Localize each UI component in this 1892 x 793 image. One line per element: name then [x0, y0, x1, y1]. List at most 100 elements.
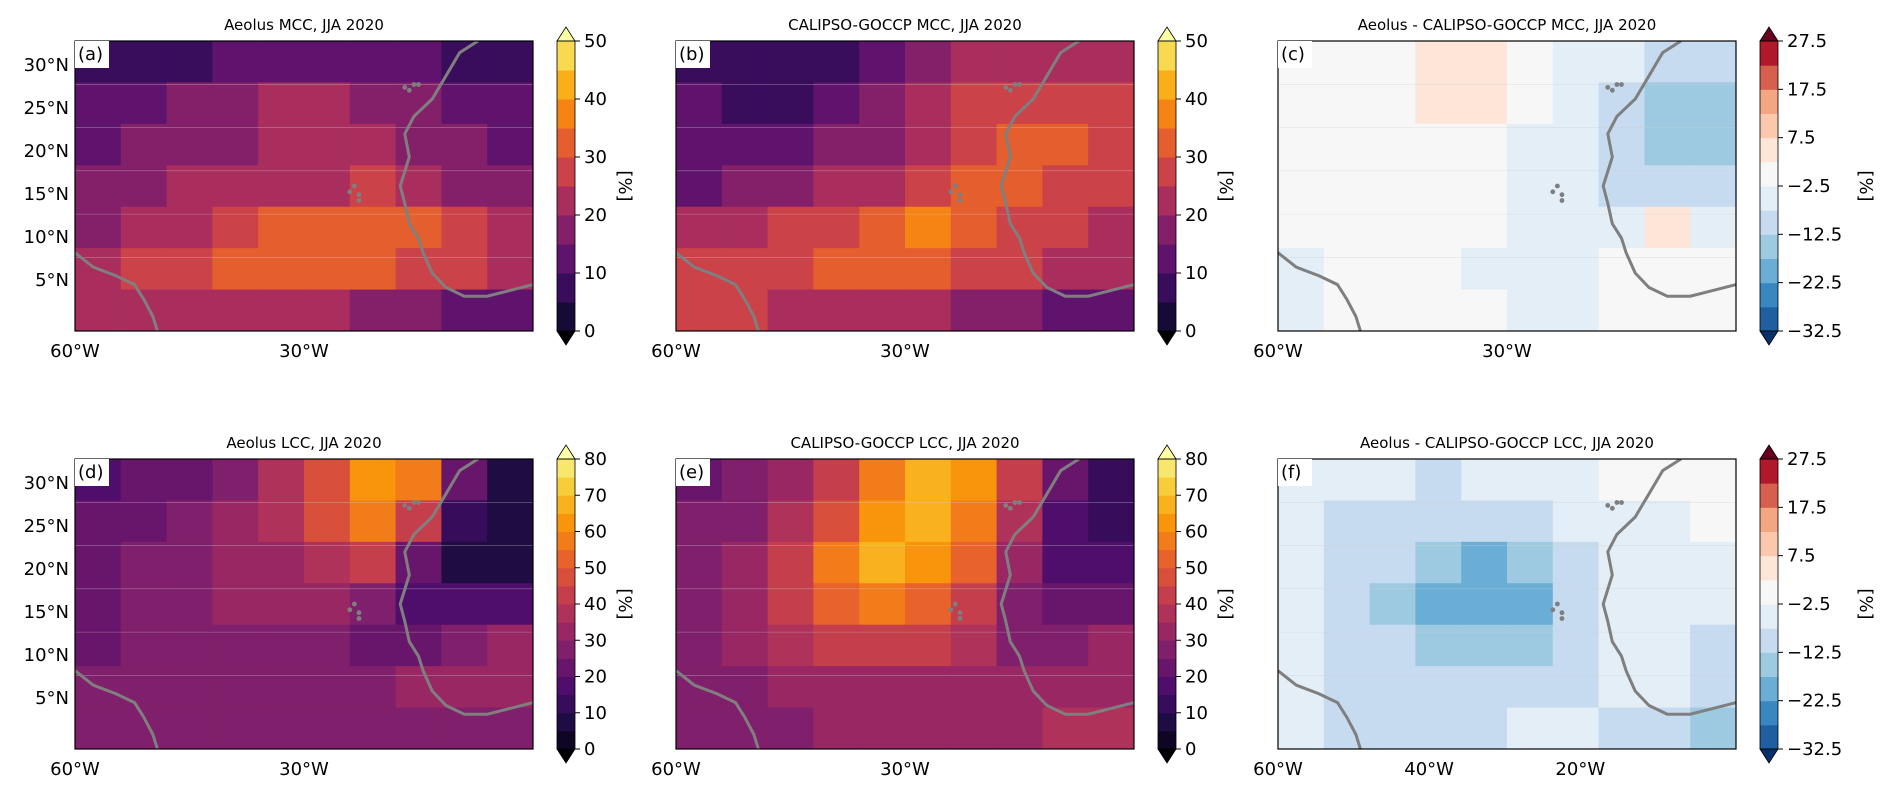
field-cell: [950, 624, 998, 667]
field-cell: [1507, 707, 1554, 749]
field-cell: [212, 459, 259, 502]
field-cell: [1644, 123, 1691, 166]
field-cell: [1323, 123, 1371, 166]
field-cell: [1461, 624, 1508, 667]
field-cell: [1598, 459, 1645, 502]
colorbar-tick-label: 10: [584, 703, 607, 724]
field-cell: [75, 541, 122, 584]
colorbar-segment: [1158, 531, 1176, 551]
island: [1554, 183, 1560, 189]
coastline-africa: [999, 459, 1134, 716]
field-cell: [258, 541, 305, 584]
colorbar-segment: [557, 99, 575, 129]
field-cell: [441, 82, 488, 125]
y-tick-label: 5°N: [35, 270, 69, 291]
field-cell: [996, 707, 1043, 749]
field-cell: [395, 248, 442, 291]
field-cell: [1088, 41, 1134, 84]
field-cell: [1088, 123, 1134, 166]
colorbar-tick-label: 40: [584, 594, 607, 615]
colorbar-extend-max: [556, 26, 576, 42]
colorbar-tick-label: 20: [1185, 205, 1208, 226]
field-cell: [950, 206, 998, 249]
field-cell: [166, 123, 213, 166]
field-cell: [120, 165, 168, 208]
island: [416, 82, 421, 87]
island: [1619, 82, 1624, 87]
field-cell: [1461, 289, 1508, 331]
colorbar-segment: [557, 513, 575, 532]
field-cell: [905, 82, 952, 125]
colorbar-tick-label: −22.5: [1787, 691, 1842, 712]
colorbar-segment: [1158, 215, 1176, 245]
field-cell: [996, 123, 1043, 166]
field-cell: [304, 289, 351, 331]
field-cell: [1461, 666, 1508, 709]
island: [347, 189, 353, 195]
field-cell: [1415, 248, 1462, 291]
colorbar-extend-max: [1759, 26, 1779, 42]
colorbar-extend-min: [1759, 330, 1779, 346]
field-cell: [258, 459, 305, 502]
colorbar-tick-label: 30: [584, 630, 607, 651]
field-cell: [1042, 666, 1089, 709]
colorbar-segment: [1158, 41, 1176, 71]
y-tick-label: 15°N: [24, 184, 69, 205]
colorbar-segment: [1158, 459, 1176, 478]
field-cell: [304, 248, 351, 291]
field-cell: [1644, 459, 1691, 502]
field-cell: [905, 459, 952, 502]
field-cell: [441, 459, 488, 502]
field-cell: [1415, 707, 1462, 749]
colorbar-segment: [1760, 161, 1778, 187]
field-cell: [767, 248, 814, 291]
field-cell: [75, 206, 122, 249]
colorbar-segment: [1760, 531, 1778, 557]
colorbar-tick-label: 30: [1185, 630, 1208, 651]
field-cell: [905, 289, 952, 331]
island: [402, 503, 408, 508]
colorbar-tick-label: −32.5: [1787, 321, 1842, 342]
field-cell: [1088, 666, 1134, 709]
field-cell: [1507, 206, 1554, 249]
field-cell: [1644, 624, 1691, 667]
field-cell: [1088, 248, 1134, 291]
field-cell: [166, 41, 213, 84]
colorbar-segment: [1760, 234, 1778, 259]
field-cell: [1690, 459, 1736, 502]
colorbar-tick-label: 27.5: [1787, 31, 1827, 52]
field-cell: [166, 500, 213, 543]
field-cell: [721, 165, 769, 208]
field-cell: [1690, 289, 1736, 331]
colorbar-segment: [1158, 302, 1176, 332]
map-frame: [1277, 40, 1737, 332]
x-tick-label: 30°W: [1482, 341, 1532, 362]
field-cell: [905, 707, 952, 749]
colorbar-segment: [1760, 579, 1778, 605]
island: [952, 183, 958, 189]
field-cell: [1598, 541, 1645, 584]
panel-a: (a) Aeolus MCC, JJA 2020 60°W 30°W 30°N 25°N 2…: [24, 16, 635, 362]
field-cell: [120, 624, 168, 667]
field-cell: [721, 583, 769, 626]
field-cell: [1042, 82, 1089, 125]
colorbar-tick-label: 0: [584, 739, 595, 760]
field-cell: [1042, 41, 1089, 84]
colorbar-tick-label: −22.5: [1787, 273, 1842, 294]
field-cell: [767, 707, 814, 749]
field-cell: [487, 248, 533, 291]
island: [1605, 503, 1611, 508]
field-cell: [1644, 206, 1691, 249]
field-cell: [950, 41, 998, 84]
field-cell: [905, 500, 952, 543]
field-cell: [1369, 624, 1416, 667]
field-cell: [721, 123, 769, 166]
colorbar-tick-label: 17.5: [1787, 79, 1827, 100]
field-cell: [1690, 248, 1736, 291]
coastline-south-america: [75, 251, 159, 331]
island: [952, 601, 958, 607]
field-cell: [1369, 206, 1416, 249]
colorbar-tick-label: 80: [1185, 449, 1208, 470]
coastline-africa: [398, 41, 533, 298]
colorbar-tick-label: 7.5: [1787, 546, 1816, 567]
